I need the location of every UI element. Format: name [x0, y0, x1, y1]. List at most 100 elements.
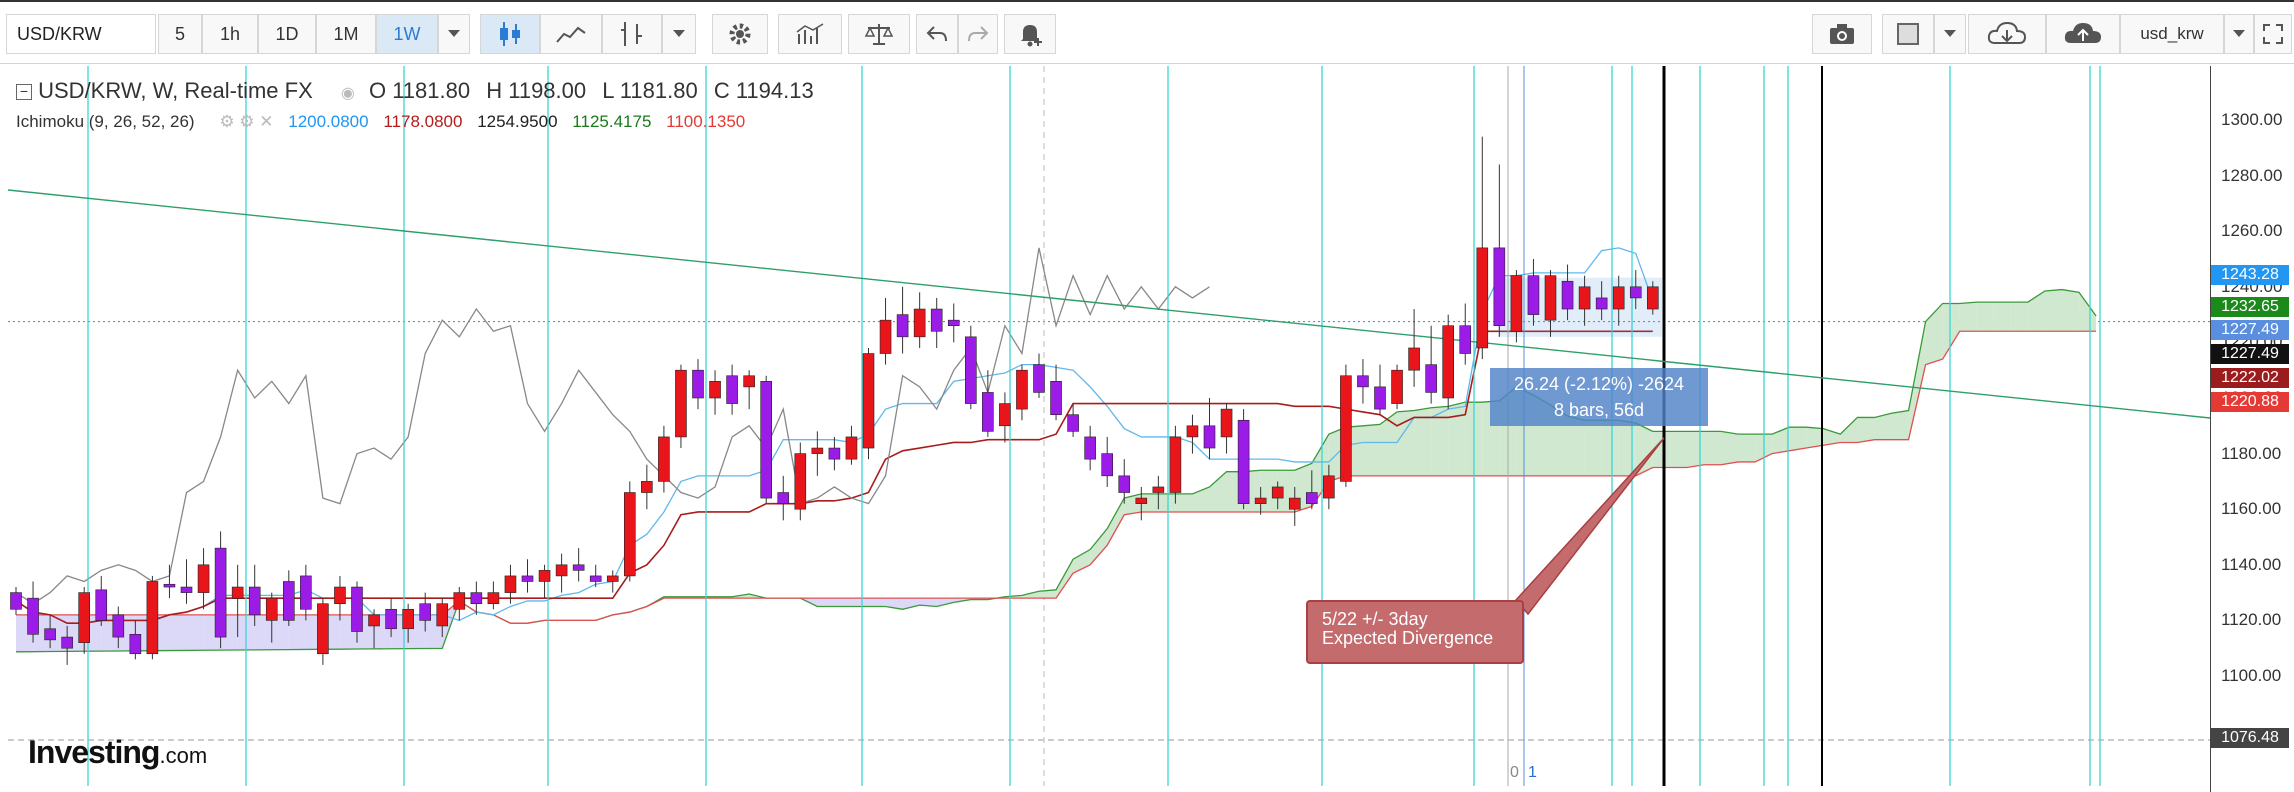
- interval-1h[interactable]: 1h: [202, 14, 258, 54]
- plot-background: [8, 66, 2210, 786]
- fullscreen-icon[interactable]: [2254, 14, 2292, 54]
- cloud-download-icon[interactable]: [1968, 14, 2046, 54]
- ichimoku-cloud-segment: [1380, 411, 1398, 476]
- eye-icon[interactable]: ◉: [340, 85, 355, 102]
- ichimoku-cloud-segment: [1039, 589, 1057, 599]
- ichimoku-cloud-segment: [1857, 417, 1875, 443]
- candle-body: [146, 581, 159, 655]
- candle-body: [1595, 297, 1608, 310]
- candle-body: [589, 575, 602, 582]
- ichimoku-cloud-segment: [817, 598, 835, 607]
- candle-body: [896, 314, 909, 338]
- candle-body: [368, 614, 380, 627]
- redo-icon[interactable]: [958, 14, 998, 54]
- candle-body: [504, 575, 517, 593]
- balance-icon[interactable]: [848, 14, 910, 54]
- ichimoku-cloud-segment: [1806, 427, 1824, 449]
- ichimoku-cloud-segment: [1311, 434, 1329, 507]
- candle-body: [1629, 286, 1642, 299]
- candle-body: [1374, 386, 1386, 410]
- candle-body: [129, 633, 142, 655]
- candle-body: [777, 492, 790, 504]
- interval-1w[interactable]: 1W: [376, 14, 438, 54]
- candle-body: [743, 375, 755, 388]
- interval-1d[interactable]: 1D: [258, 14, 316, 54]
- dropdown-icon[interactable]: [662, 14, 696, 54]
- candle-body: [675, 369, 687, 438]
- interval-5[interactable]: 5: [158, 14, 202, 54]
- undo-icon[interactable]: [916, 14, 958, 54]
- layout-box-icon[interactable]: [1882, 14, 1934, 54]
- candle-body: [1578, 286, 1591, 310]
- candle-body: [1357, 375, 1369, 388]
- measure-change: 26.24 (-2.12%) -2624: [1513, 374, 1685, 394]
- ichimoku-cloud-segment: [254, 614, 272, 650]
- ichimoku-cloud-segment: [1669, 431, 1687, 468]
- interval-1m[interactable]: 1M: [316, 14, 376, 54]
- collapse-legend-icon[interactable]: −: [16, 84, 32, 100]
- cloud-upload-icon[interactable]: [2046, 14, 2120, 54]
- candle-body: [1323, 475, 1335, 499]
- ichimoku-cloud-segment: [2079, 292, 2097, 332]
- compare-chart-icon[interactable]: [778, 14, 842, 54]
- symbol-input[interactable]: [6, 14, 156, 54]
- candle-body: [78, 592, 90, 643]
- legend-close: C 1194.13: [713, 78, 814, 103]
- ichimoku-cloud-segment: [1397, 410, 1415, 476]
- ichimoku-cloud-segment: [1021, 591, 1039, 599]
- price-tag: 1227.49: [2211, 320, 2289, 340]
- camera-icon[interactable]: [1812, 14, 1872, 54]
- ichimoku-value-kijun: 1178.0800: [383, 112, 463, 131]
- ichimoku-cloud-segment: [1635, 423, 1653, 476]
- candle-body: [1016, 369, 1028, 410]
- line-chart-icon[interactable]: [540, 14, 602, 54]
- candle-body: [794, 453, 807, 510]
- price-axis[interactable]: 1100.001120.001140.001160.001180.001200.…: [2210, 66, 2294, 792]
- settings-icon[interactable]: [712, 14, 768, 54]
- ichimoku-settings-icon[interactable]: ⚙ ⚙ ✕: [219, 112, 274, 131]
- candle-body: [1493, 247, 1506, 327]
- account-select[interactable]: usd_krw: [2120, 14, 2224, 54]
- ichimoku-cloud-segment: [1584, 420, 1602, 476]
- interval-dropdown-icon[interactable]: [438, 14, 470, 54]
- ichimoku-cloud-segment: [1738, 434, 1756, 462]
- descending-trendline: [7, 189, 2211, 419]
- candle-body: [1391, 369, 1403, 404]
- candle-body: [1442, 325, 1454, 399]
- ichimoku-cloud-segment: [1192, 486, 1210, 512]
- alert-bell-icon[interactable]: [1004, 14, 1056, 54]
- candle-body: [231, 586, 244, 599]
- price-tick-label: 1260.00: [2221, 221, 2283, 241]
- divergence-callout[interactable]: 5/22 +/- 3day Expected Divergence: [1306, 600, 1524, 664]
- ichimoku-cloud-segment: [1209, 471, 1227, 512]
- legend-low: L 1181.80: [602, 78, 698, 103]
- ichimoku-cloud-segment: [1618, 420, 1636, 476]
- layout-dropdown-icon[interactable]: [1934, 14, 1966, 54]
- candle-body: [606, 575, 619, 582]
- ichimoku-cloud-segment: [2027, 290, 2045, 332]
- ichimoku-value-span-b: 1100.1350: [666, 112, 746, 131]
- candle-body: [1288, 497, 1301, 510]
- ichimoku-legend: Ichimoku (9, 26, 52, 26) ⚙ ⚙ ✕ 1200.0800…: [16, 112, 745, 132]
- indicators-icon[interactable]: [602, 14, 662, 54]
- price-tick-label: 1180.00: [2221, 443, 2282, 463]
- candle-body: [1527, 275, 1540, 315]
- ichimoku-cloud-segment: [1874, 413, 1892, 440]
- candles-icon[interactable]: [480, 14, 540, 54]
- candle-body: [828, 447, 841, 460]
- cursor-marker-1: 1: [1528, 764, 1537, 781]
- price-tag: 1076.48: [2211, 728, 2289, 748]
- account-dropdown-icon[interactable]: [2224, 14, 2254, 54]
- ichimoku-cloud-segment: [1993, 302, 2011, 332]
- candle-body: [419, 603, 432, 621]
- ichimoku-cloud-segment: [1959, 302, 1977, 332]
- ichimoku-cloud-segment: [1925, 303, 1943, 365]
- callout-text: Expected Divergence: [1322, 628, 1494, 648]
- candle-body: [10, 592, 22, 610]
- candle-body: [1118, 475, 1131, 493]
- senkou-span-a: [15, 288, 2097, 653]
- candle-body: [862, 353, 875, 449]
- candle-body: [351, 586, 363, 632]
- ichimoku-cloud-segment: [169, 614, 187, 651]
